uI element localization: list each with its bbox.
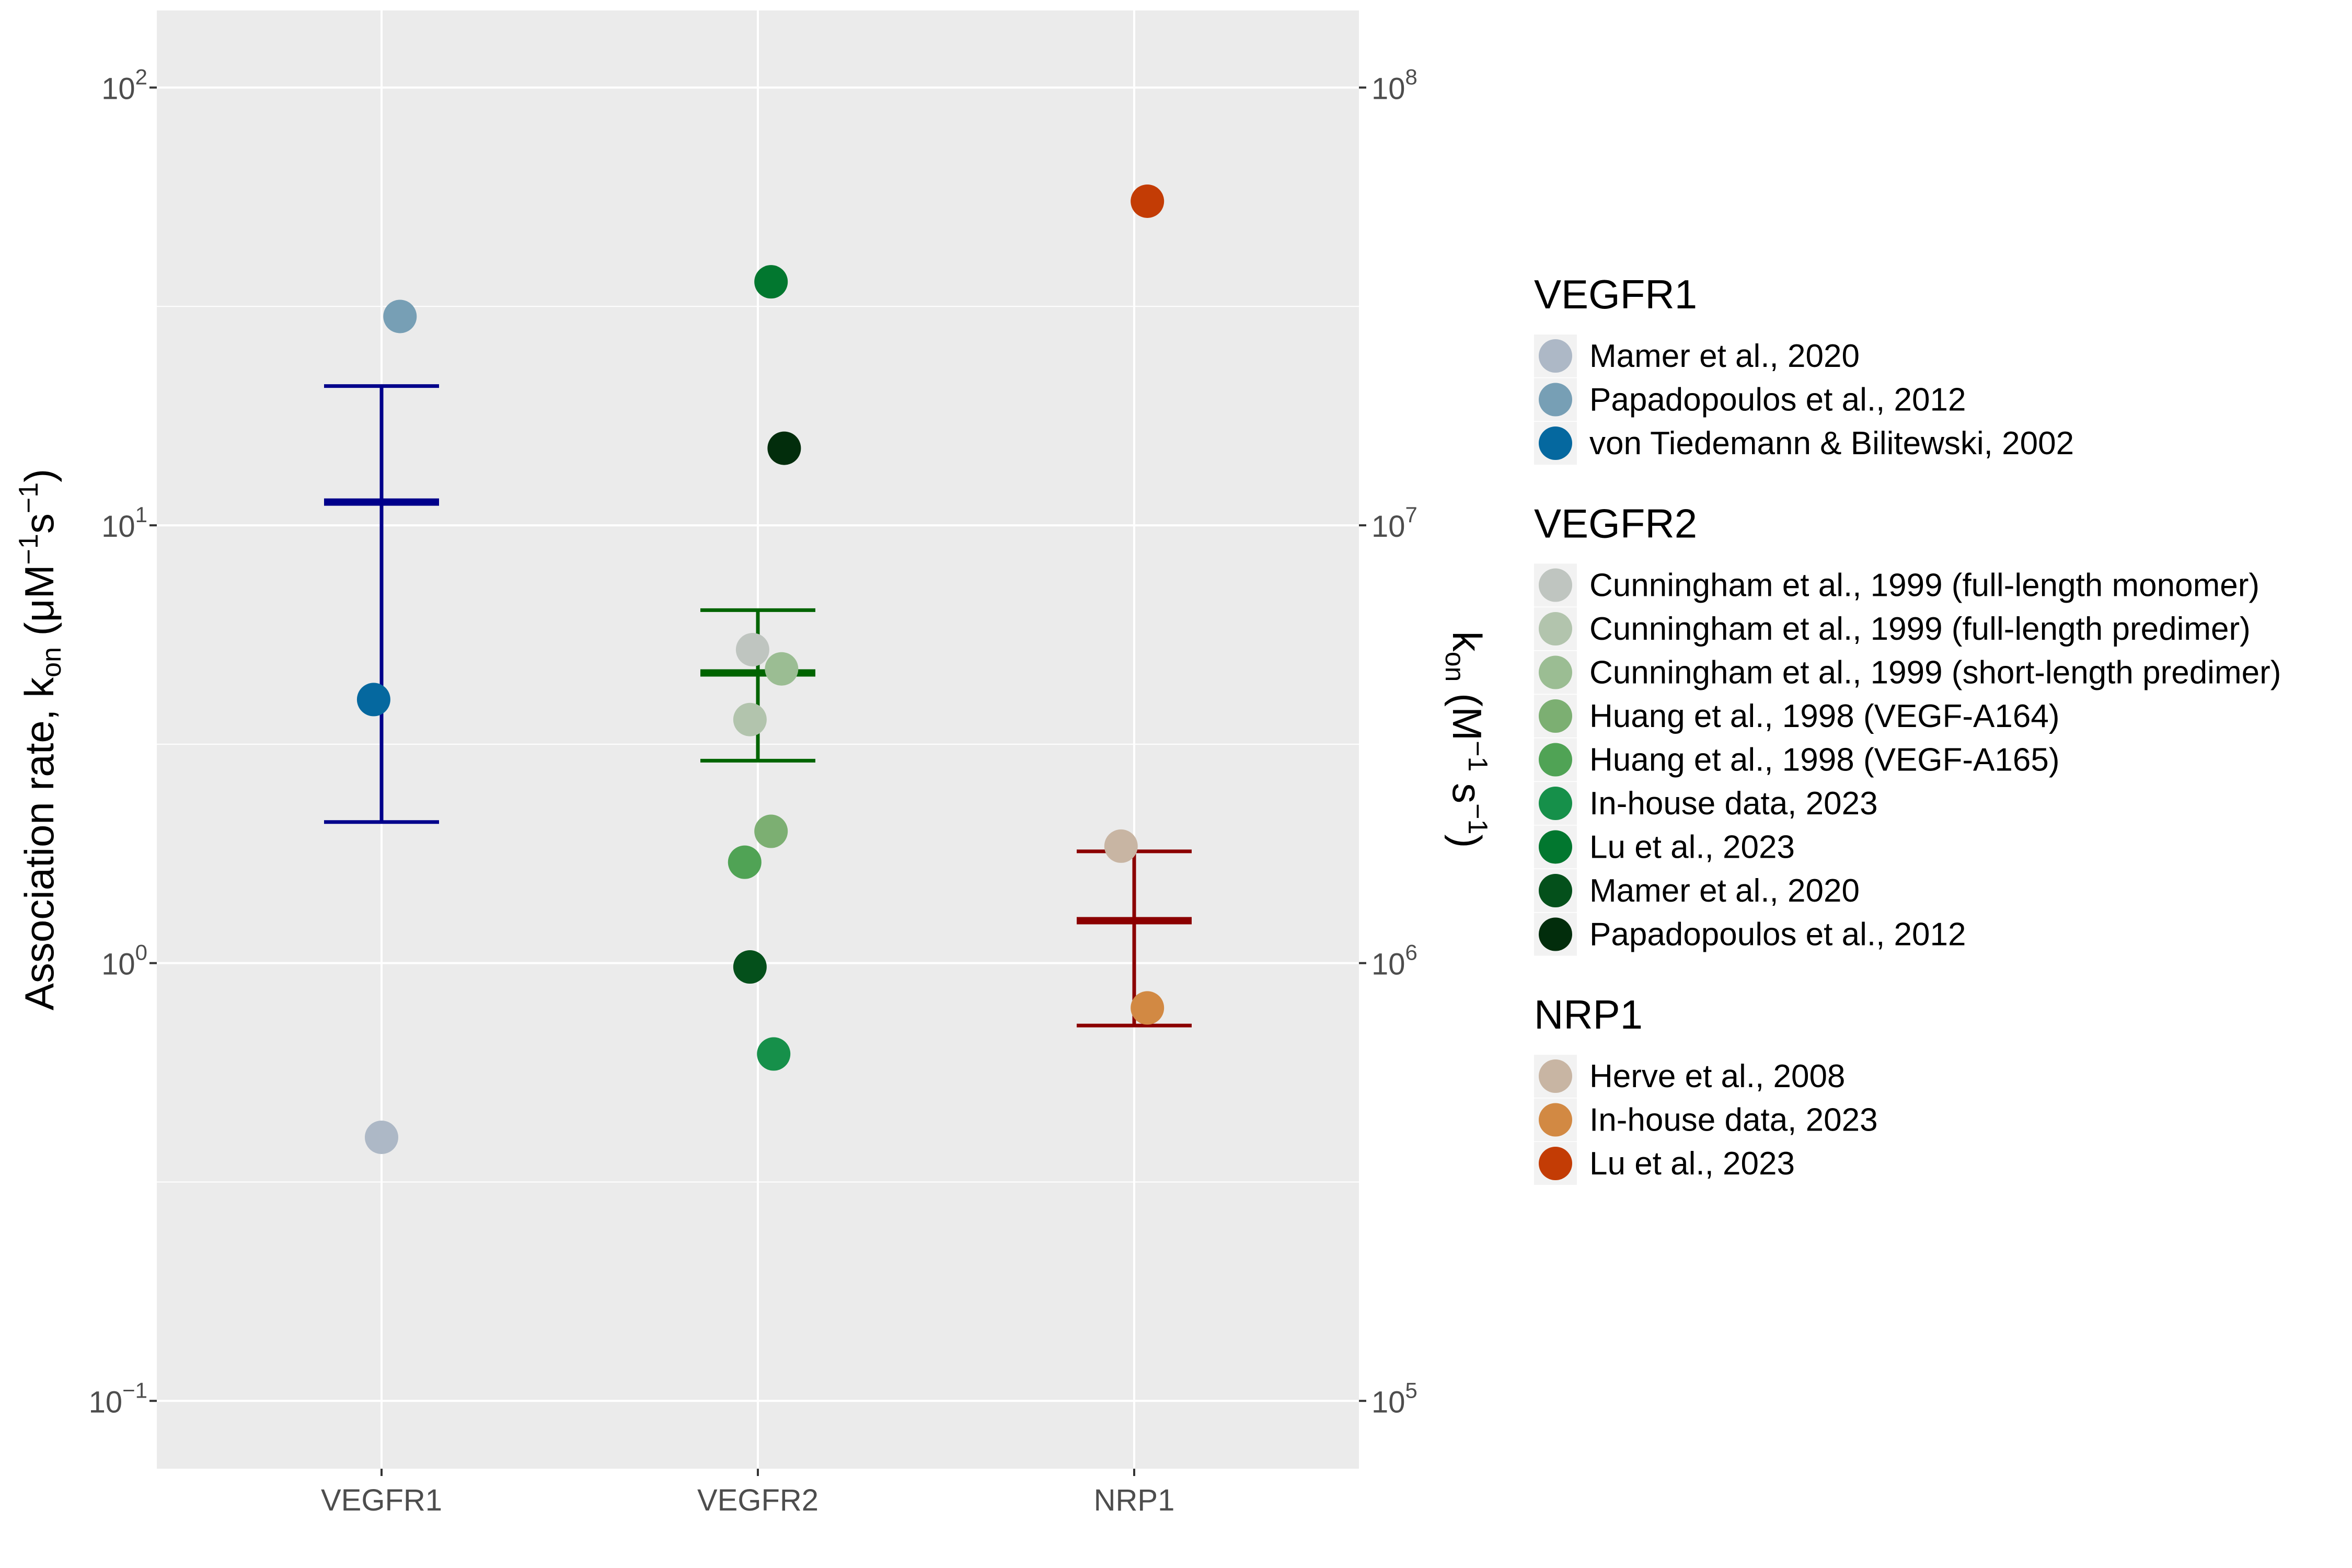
- y-axis-title-sup1: −1: [14, 534, 44, 564]
- legend-label: Mamer et al., 2020: [1589, 338, 1860, 374]
- y-tick-base: 10: [1371, 1385, 1405, 1419]
- y2-axis-title-sup1: −1: [1462, 741, 1493, 771]
- y-tick-label: 101: [101, 502, 147, 544]
- data-point-vegfr2-in-house-data-2023: [757, 1037, 791, 1071]
- y-tick-exponent: 2: [135, 64, 147, 89]
- y2-axis-title-unit-close: ): [1444, 834, 1490, 848]
- x-axis: VEGFR1 VEGFR2 NRP1: [321, 1469, 1174, 1517]
- data-points: [356, 184, 1165, 1154]
- y-tick-exponent: 1: [135, 502, 147, 527]
- legend-label: Papadopoulos et al., 2012: [1589, 382, 1966, 418]
- x-tick-label-nrp1: NRP1: [1094, 1483, 1175, 1517]
- legend-label: Cunningham et al., 1999 (full-length mon…: [1589, 568, 2259, 604]
- y2-axis-title-main: k: [1444, 631, 1490, 652]
- y2-axis-title-sup2: −1: [1462, 803, 1493, 834]
- y-axis-title-right: kon (M−1 s−1): [1439, 631, 1493, 848]
- y2-axis-title-unit-open: (M: [1444, 682, 1490, 741]
- y-tick-base: 10: [101, 72, 135, 106]
- data-point-vegfr2-cunningham-et-al-1999-full-length-predimer: [733, 702, 767, 736]
- y-tick-label: 108: [1371, 64, 1417, 106]
- legend-key-vegfr1-mamer-et-al-2020: [1539, 339, 1572, 373]
- legend-label: Huang et al., 1998 (VEGF-A165): [1589, 742, 2059, 778]
- y2-axis-title-sub: on: [1439, 652, 1470, 682]
- data-point-vegfr2-cunningham-et-al-1999-full-length-monomer: [735, 632, 769, 666]
- y-tick-exponent: −1: [122, 1378, 147, 1402]
- legend-key-vegfr1-von-tiedemann-bilitewski-2002: [1539, 426, 1572, 460]
- legend-key-vegfr2-papadopoulos-et-al-2012: [1539, 917, 1572, 951]
- legend-key-nrp1-lu-et-al-2023: [1539, 1147, 1572, 1180]
- y-axis-title-unit-mid: s: [16, 513, 62, 534]
- data-point-vegfr1-papadopoulos-et-al-2012: [383, 299, 417, 333]
- y-tick-base: 10: [1371, 72, 1405, 106]
- legend-label: Huang et al., 1998 (VEGF-A164): [1589, 698, 2059, 734]
- data-point-vegfr2-cunningham-et-al-1999-short-length-predimer: [765, 652, 799, 686]
- y-tick-exponent: 7: [1405, 502, 1417, 527]
- y-tick-base: 10: [1371, 510, 1405, 544]
- y-tick-label: 106: [1371, 940, 1417, 982]
- x-tick-label-vegfr1: VEGFR1: [321, 1483, 442, 1517]
- y-tick-exponent: 0: [135, 940, 147, 965]
- y-axis-title-sup2: −1: [14, 482, 44, 513]
- legend-title-vegfr2: VEGFR2: [1534, 501, 1697, 547]
- legend-title-vegfr1: VEGFR1: [1534, 271, 1697, 317]
- data-point-vegfr2-lu-et-al-2023: [754, 265, 788, 299]
- y-tick-base: 10: [101, 948, 135, 982]
- legend-key-vegfr2-huang-et-al-1998-vegf-a164: [1539, 699, 1572, 733]
- y-tick-base: 10: [101, 510, 135, 544]
- data-point-nrp1-lu-et-al-2023: [1131, 184, 1165, 218]
- y-tick-label: 100: [101, 940, 147, 982]
- legend-label: Lu et al., 2023: [1589, 829, 1795, 866]
- legend-label: Papadopoulos et al., 2012: [1589, 917, 1966, 953]
- y-tick-label: 105: [1371, 1378, 1417, 1419]
- y-tick-label: 107: [1371, 502, 1417, 544]
- legend-key-nrp1-herve-et-al-2008: [1539, 1059, 1572, 1093]
- legend-label: Herve et al., 2008: [1589, 1058, 1845, 1094]
- y-tick-exponent: 5: [1405, 1378, 1417, 1402]
- legend-key-vegfr2-mamer-et-al-2020: [1539, 874, 1572, 907]
- y-axis-title-sub: on: [37, 647, 67, 677]
- data-point-vegfr2-papadopoulos-et-al-2012: [767, 431, 801, 465]
- legend-label: von Tiedemann & Bilitewski, 2002: [1589, 425, 2074, 462]
- legend-label: Cunningham et al., 1999 (short-length pr…: [1589, 655, 2281, 691]
- legend-label: In-house data, 2023: [1589, 786, 1878, 822]
- y-axis-title-main: Association rate, k: [16, 677, 62, 1010]
- legend-key-vegfr2-huang-et-al-1998-vegf-a165: [1539, 743, 1572, 777]
- y-tick-base: 10: [89, 1385, 123, 1419]
- legend-label: Cunningham et al., 1999 (full-length pre…: [1589, 611, 2251, 647]
- legend-title-nrp1: NRP1: [1534, 991, 1643, 1037]
- y-axis-title-left: Association rate, kon (μM−1s−1): [14, 469, 67, 1010]
- y-tick-exponent: 6: [1405, 940, 1417, 965]
- legend: VEGFR1 Mamer et al., 2020 Papadopoulos et …: [1534, 271, 2281, 1185]
- data-point-nrp1-herve-et-al-2008: [1104, 829, 1138, 863]
- legend-key-vegfr2-lu-et-al-2023: [1539, 830, 1572, 864]
- legend-label: In-house data, 2023: [1589, 1102, 1878, 1138]
- data-point-vegfr2-huang-et-al-1998-vegf-a165: [728, 845, 762, 879]
- y-axis-title-unit-close: ): [16, 469, 62, 482]
- data-point-vegfr1-von-tiedemann-bilitewski-2002: [356, 683, 390, 717]
- legend-key-vegfr1-papadopoulos-et-al-2012: [1539, 383, 1572, 417]
- y-tick-exponent: 8: [1405, 64, 1417, 89]
- y-tick-base: 10: [1371, 948, 1405, 982]
- y-axis-title-unit-open: (μM: [16, 564, 62, 647]
- data-point-vegfr2-mamer-et-al-2020: [733, 950, 767, 984]
- legend-label: Lu et al., 2023: [1589, 1146, 1795, 1182]
- legend-key-vegfr2-cunningham-et-al-1999-short-length-predimer: [1539, 655, 1572, 689]
- data-point-vegfr1-mamer-et-al-2020: [365, 1120, 398, 1154]
- y-tick-label: 10−1: [89, 1378, 147, 1419]
- x-tick-label-vegfr2: VEGFR2: [697, 1483, 818, 1517]
- legend-key-vegfr2-in-house-data-2023: [1539, 787, 1572, 820]
- y-tick-label: 102: [101, 64, 147, 106]
- legend-key-vegfr2-cunningham-et-al-1999-full-length-predimer: [1539, 612, 1572, 645]
- legend-key-nrp1-in-house-data-2023: [1539, 1103, 1572, 1137]
- data-point-vegfr2-huang-et-al-1998-vegf-a164: [754, 814, 788, 848]
- legend-key-vegfr2-cunningham-et-al-1999-full-length-monomer: [1539, 568, 1572, 602]
- legend-label: Mamer et al., 2020: [1589, 873, 1860, 909]
- data-point-nrp1-in-house-data-2023: [1131, 991, 1165, 1025]
- y2-axis-title-unit-mid: s: [1444, 771, 1490, 803]
